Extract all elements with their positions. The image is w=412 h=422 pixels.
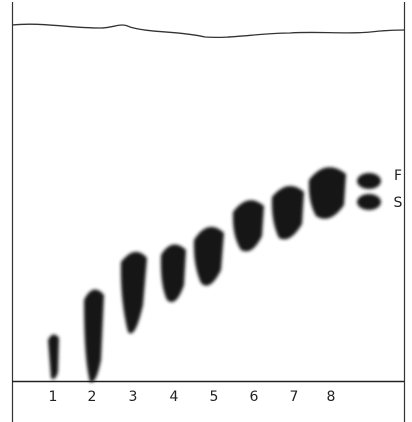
spot-lane-3 xyxy=(120,251,147,334)
spot-lane-1 xyxy=(48,334,59,380)
spot-lane-6 xyxy=(232,200,264,252)
spot-lane-7 xyxy=(271,186,304,240)
spot-lane-5 xyxy=(193,226,224,286)
lane-label: 2 xyxy=(88,389,97,405)
spot-lane-4 xyxy=(160,244,186,303)
spot-reference-f xyxy=(357,173,381,189)
lane-label: 3 xyxy=(129,389,138,405)
solvent-front xyxy=(11,23,405,39)
spot-lane-8 xyxy=(308,167,346,219)
reference-label: S xyxy=(394,195,403,211)
lane-label: 5 xyxy=(210,389,219,405)
spots xyxy=(48,167,381,383)
lane-label: 8 xyxy=(327,389,336,405)
lane-label: 7 xyxy=(290,389,299,405)
reference-label: F xyxy=(394,168,402,184)
lane-label: 6 xyxy=(250,389,259,405)
lane-label: 4 xyxy=(170,389,179,405)
spot-lane-2 xyxy=(84,289,104,383)
lane-labels: 1 2 3 4 5 6 7 8 xyxy=(49,389,336,405)
spot-reference-s xyxy=(357,194,381,210)
lane-label: 1 xyxy=(49,389,58,405)
